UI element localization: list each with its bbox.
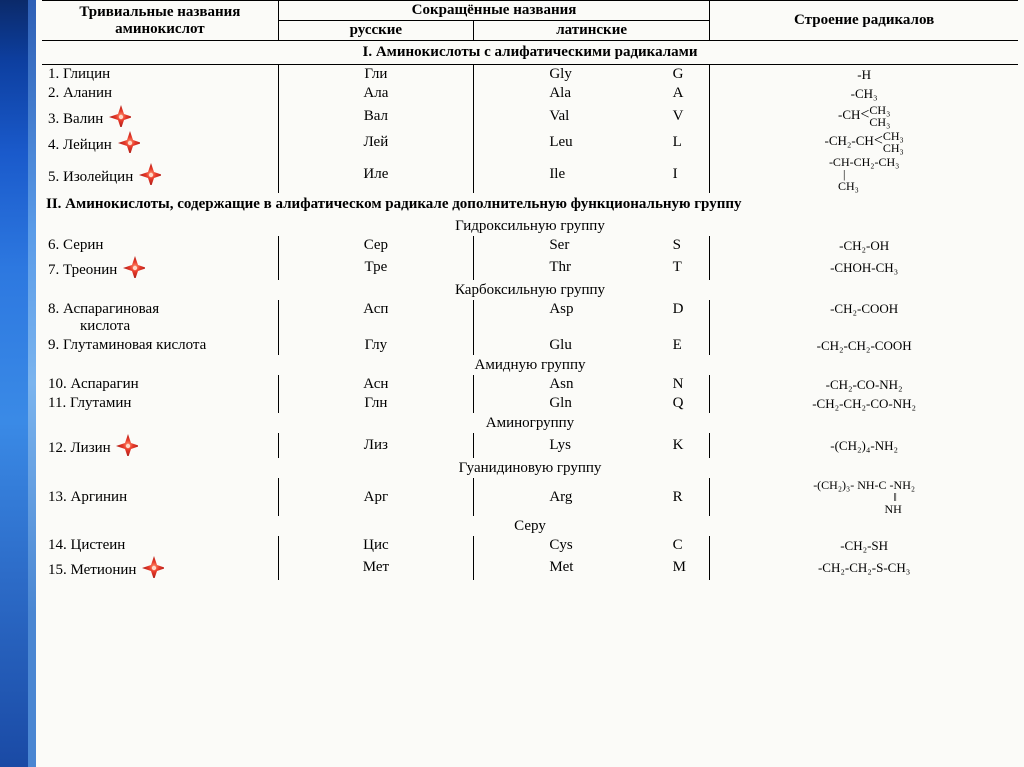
row-valine-name: 3. Валин bbox=[42, 103, 278, 129]
header-trivial-names: Тривиальные названия аминокислот bbox=[42, 1, 278, 41]
essential-star-icon bbox=[142, 556, 164, 578]
table-row: 8. Аспарагиновая кислота Асп Asp D -CH₂-… bbox=[42, 300, 1018, 336]
amino-acid-table: Тривиальные названия аминокислот Сокращё… bbox=[42, 0, 1018, 580]
row-glycine-name: 1. Глицин bbox=[42, 65, 278, 85]
table-row: 13. Аргинин Арг Arg R -(CH₂)₃- NH-C -NH₂… bbox=[42, 478, 1018, 516]
subgroup-sulfur: Серу bbox=[42, 516, 1018, 536]
subgroup-amide: Амидную группу bbox=[42, 355, 1018, 375]
row-valine-radical: -CH<CH₃CH₃ bbox=[710, 103, 1018, 129]
essential-star-icon bbox=[123, 256, 145, 278]
row-isoleucine-name: 5. Изолейцин bbox=[42, 155, 278, 193]
row-leucine-name: 4. Лейцин bbox=[42, 129, 278, 155]
table-row: 6. Серин Сер Ser S -CH₂-OH bbox=[42, 236, 1018, 255]
table-row: 4. Лейцин Лей Leu L -CH₂-CH<CH₃CH₃ bbox=[42, 129, 1018, 155]
section-1-title: I. Аминокислоты с алифатическими радикал… bbox=[42, 41, 1018, 65]
table-row: 10. Аспарагин Асн Asn N -CH₂-CO-NH₂ bbox=[42, 375, 1018, 394]
essential-star-icon bbox=[109, 105, 131, 127]
header-abbrev: Сокращённые названия bbox=[278, 1, 709, 21]
subgroup-guanidine: Гуанидиновую группу bbox=[42, 458, 1018, 478]
left-decor-strip bbox=[0, 0, 36, 767]
table-row: 7. Треонин Тре Thr T -CHOH-CH₃ bbox=[42, 255, 1018, 280]
table-row: 5. Изолейцин Иле Ile I -CH-CH₂-CH₃ | CH₃ bbox=[42, 155, 1018, 193]
row-arginine-radical: -(CH₂)₃- NH-C -NH₂ ‖ NH bbox=[710, 478, 1018, 516]
header-radical: Строение радикалов bbox=[710, 1, 1018, 41]
table-row: 3. Валин Вал Val V -CH<CH₃CH₃ bbox=[42, 103, 1018, 129]
header-russian: русские bbox=[278, 21, 473, 41]
essential-star-icon bbox=[116, 434, 138, 456]
row-glycine-lat: Gly bbox=[473, 65, 668, 85]
table-row: 14. Цистеин Цис Cys C -CH₂-SH bbox=[42, 536, 1018, 555]
row-aspartic-name: 8. Аспарагиновая кислота bbox=[42, 300, 278, 336]
table-row: 2. Аланин Ала Ala A -CH₃ bbox=[42, 84, 1018, 103]
header-latin: латинские bbox=[473, 21, 709, 41]
row-lysine-name: 12. Лизин bbox=[42, 433, 278, 458]
table-row: 15. Метионин Мет Met M -CH₂-CH₂-S-CH₃ bbox=[42, 555, 1018, 580]
essential-star-icon bbox=[139, 163, 161, 185]
row-alanine-name: 2. Аланин bbox=[42, 84, 278, 103]
section-2-title: II. Аминокислоты, содержащие в алифатиче… bbox=[42, 193, 1018, 216]
subgroup-amino: Аминогруппу bbox=[42, 413, 1018, 433]
table-row: 9. Глутаминовая кислота Глу Glu E -CH₂-C… bbox=[42, 336, 1018, 355]
essential-star-icon bbox=[118, 131, 140, 153]
row-glycine-code: G bbox=[669, 65, 710, 85]
table-row: 1. Глицин Гли Gly G -H bbox=[42, 65, 1018, 85]
row-methionine-name: 15. Метионин bbox=[42, 555, 278, 580]
row-leucine-radical: -CH₂-CH<CH₃CH₃ bbox=[710, 129, 1018, 155]
subgroup-carboxyl: Карбоксильную группу bbox=[42, 280, 1018, 300]
row-glycine-radical: -H bbox=[710, 65, 1018, 85]
subgroup-hydroxyl: Гидроксильную группу bbox=[42, 216, 1018, 236]
table-row: 12. Лизин Лиз Lys K -(CH₂)₄-NH₂ bbox=[42, 433, 1018, 458]
amino-acid-table-page: Тривиальные названия аминокислот Сокращё… bbox=[36, 0, 1024, 767]
table-row: 11. Глутамин Глн Gln Q -CH₂-CH₂-CO-NH₂ bbox=[42, 394, 1018, 413]
row-threonine-name: 7. Треонин bbox=[42, 255, 278, 280]
row-glycine-rus: Гли bbox=[278, 65, 473, 85]
row-isoleucine-radical: -CH-CH₂-CH₃ | CH₃ bbox=[710, 155, 1018, 193]
